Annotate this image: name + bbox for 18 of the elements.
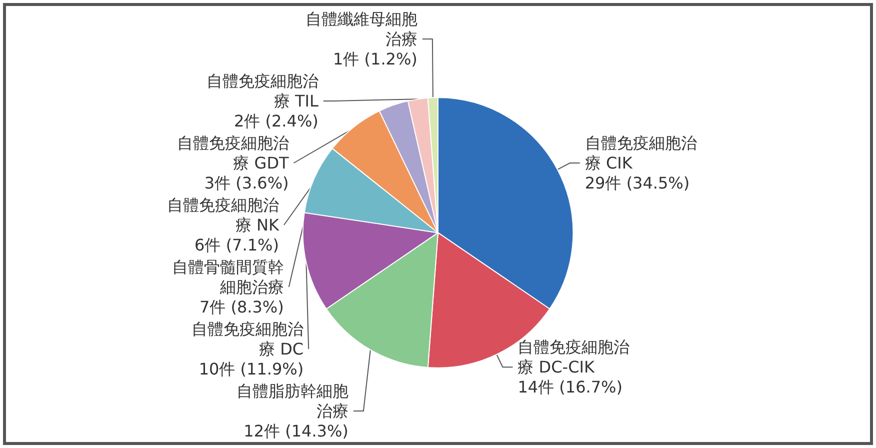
data-label: 3件 (3.6%) — [204, 174, 289, 192]
slice-label: 自體脂肪幹細胞治療 — [236, 382, 348, 420]
data-label: 7件 (8.3%) — [199, 298, 284, 316]
data-label: 12件 (14.3%) — [244, 422, 348, 440]
slice-label: 自體免疫細胞治療 DC-CIK — [518, 338, 630, 377]
slice-label: 自體免疫細胞治療 DC — [192, 320, 304, 358]
slice-label: 自體骨髓間質幹細胞治療 — [172, 258, 284, 296]
slice-label: 自體免疫細胞治療 NK — [166, 196, 280, 234]
data-label: 10件 (11.9%) — [198, 360, 304, 378]
slice-label: 自體免疫細胞治療 TIL — [206, 72, 318, 110]
data-label: 29件 (34.5%) — [584, 174, 690, 193]
data-label: 2件 (2.4%) — [234, 112, 318, 130]
data-label: 6件 (7.1%) — [194, 236, 279, 254]
data-label: 1件 (1.2%) — [333, 50, 418, 68]
slice-label: 自體纖維母細胞治療 — [305, 10, 418, 48]
slice-label: 自體免疫細胞治療 GDT — [176, 134, 290, 172]
slice-label: 自體免疫細胞治療 CIK — [584, 134, 697, 173]
data-label: 14件 (16.7%) — [518, 378, 622, 397]
